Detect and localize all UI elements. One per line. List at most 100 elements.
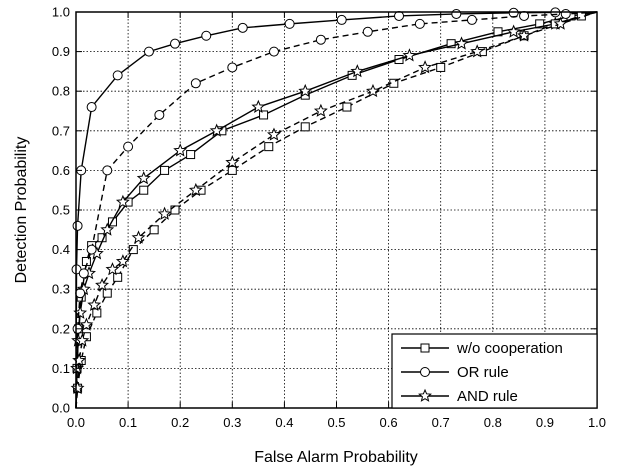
y-tick-label: 0.9 bbox=[52, 44, 70, 59]
data-point-star bbox=[70, 380, 85, 395]
series-4-circle-dashed bbox=[72, 8, 598, 409]
ticks: 0.0 0.1 0.2 0.3 0.4 0.5 0.6 0.7 0.8 0.9 1.0 0.0 0.1 0… bbox=[52, 5, 606, 431]
x-tick-label: 0.2 bbox=[171, 415, 189, 430]
data-point-star bbox=[225, 155, 240, 169]
data-point-star bbox=[298, 83, 313, 98]
data-point-circle bbox=[72, 220, 83, 231]
x-tick-label: 0.5 bbox=[327, 415, 345, 430]
data-point-square bbox=[139, 185, 149, 195]
legend-entry: w/o cooperation bbox=[401, 340, 563, 357]
y-axis-label: Detection Probability bbox=[13, 137, 30, 284]
data-point-star bbox=[136, 171, 151, 185]
series-2-star-solid bbox=[70, 11, 598, 409]
x-tick-label: 0.6 bbox=[380, 415, 398, 430]
legend-entry: AND rule bbox=[401, 388, 518, 405]
data-point-star bbox=[553, 16, 568, 30]
data-point-star bbox=[418, 60, 433, 74]
data-point-star bbox=[470, 44, 485, 58]
y-tick-label: 0.2 bbox=[52, 321, 70, 336]
series-layer bbox=[70, 7, 598, 409]
legend-marker-circle bbox=[420, 367, 430, 377]
data-point-star bbox=[267, 127, 281, 141]
data-point-circle bbox=[414, 18, 425, 29]
data-point-square bbox=[300, 122, 310, 132]
data-point-star bbox=[209, 123, 224, 137]
data-point-circle bbox=[123, 141, 134, 152]
legend-label: OR rule bbox=[457, 364, 509, 381]
data-point-circle bbox=[86, 244, 97, 255]
data-point-star bbox=[100, 222, 115, 236]
data-point-square bbox=[128, 245, 138, 255]
data-point-star bbox=[350, 64, 365, 78]
y-tick-label: 1.0 bbox=[52, 5, 70, 20]
data-point-star bbox=[157, 206, 172, 220]
data-point-circle bbox=[75, 288, 86, 299]
x-tick-label: 0.3 bbox=[223, 415, 241, 430]
data-point-circle bbox=[336, 14, 347, 25]
data-point-circle bbox=[268, 46, 279, 57]
x-tick-label: 0.4 bbox=[275, 415, 293, 430]
data-point-circle bbox=[519, 10, 530, 21]
x-tick-label: 0.8 bbox=[484, 415, 502, 430]
data-point-star bbox=[366, 83, 380, 98]
data-point-square bbox=[113, 272, 123, 282]
y-tick-label: 0.3 bbox=[52, 282, 70, 297]
data-point-square bbox=[227, 165, 237, 175]
data-point-star bbox=[131, 230, 146, 244]
data-point-square bbox=[535, 19, 545, 29]
data-point-star bbox=[115, 194, 130, 208]
data-point-square bbox=[446, 39, 456, 49]
series-line bbox=[75, 11, 598, 409]
data-point-circle bbox=[451, 8, 462, 19]
data-point-star bbox=[95, 277, 110, 292]
series-5-star-dashed bbox=[70, 11, 598, 409]
data-point-circle bbox=[394, 10, 405, 21]
data-point-circle bbox=[143, 46, 154, 57]
legend-marker-star bbox=[418, 388, 432, 402]
data-point-circle bbox=[154, 109, 165, 120]
x-tick-label: 1.0 bbox=[588, 415, 606, 430]
data-point-circle bbox=[78, 268, 89, 279]
y-tick-label: 0.1 bbox=[52, 361, 70, 376]
data-point-star bbox=[79, 317, 94, 331]
data-point-square bbox=[186, 150, 196, 160]
data-point-circle bbox=[102, 165, 113, 176]
y-tick-label: 0.8 bbox=[52, 84, 70, 99]
data-point-circle bbox=[227, 62, 238, 73]
data-point-star bbox=[115, 254, 130, 268]
data-point-square bbox=[436, 62, 446, 72]
data-point-star bbox=[313, 103, 328, 117]
x-tick-label: 0.1 bbox=[119, 415, 137, 430]
data-point-circle bbox=[284, 18, 295, 29]
data-point-star bbox=[188, 182, 203, 197]
y-tick-label: 0.4 bbox=[52, 242, 70, 257]
data-point-star bbox=[105, 262, 120, 276]
data-point-square bbox=[342, 102, 352, 112]
data-point-star bbox=[506, 24, 521, 38]
data-point-circle bbox=[466, 14, 477, 25]
data-point-circle bbox=[112, 70, 123, 81]
data-point-circle bbox=[237, 22, 248, 33]
data-point-circle bbox=[201, 30, 212, 41]
data-point-circle bbox=[560, 8, 571, 19]
x-tick-label: 0.9 bbox=[536, 415, 554, 430]
y-tick-label: 0.0 bbox=[52, 401, 70, 416]
y-tick-label: 0.6 bbox=[52, 163, 70, 178]
data-point-star bbox=[454, 36, 469, 50]
data-point-square bbox=[170, 205, 180, 215]
data-point-star bbox=[402, 48, 417, 62]
legend-marker-square bbox=[420, 343, 430, 353]
data-point-square bbox=[92, 308, 102, 318]
data-point-square bbox=[259, 110, 269, 120]
legend-label: AND rule bbox=[457, 388, 518, 405]
data-point-star bbox=[517, 28, 532, 42]
y-tick-label: 0.5 bbox=[52, 203, 70, 218]
data-point-star bbox=[173, 143, 188, 157]
data-point-square bbox=[264, 142, 274, 152]
data-point-circle bbox=[315, 34, 326, 45]
y-tick-label: 0.7 bbox=[52, 123, 70, 138]
legend-label: w/o cooperation bbox=[456, 340, 563, 357]
data-point-star bbox=[251, 99, 266, 113]
data-point-star bbox=[75, 333, 90, 347]
